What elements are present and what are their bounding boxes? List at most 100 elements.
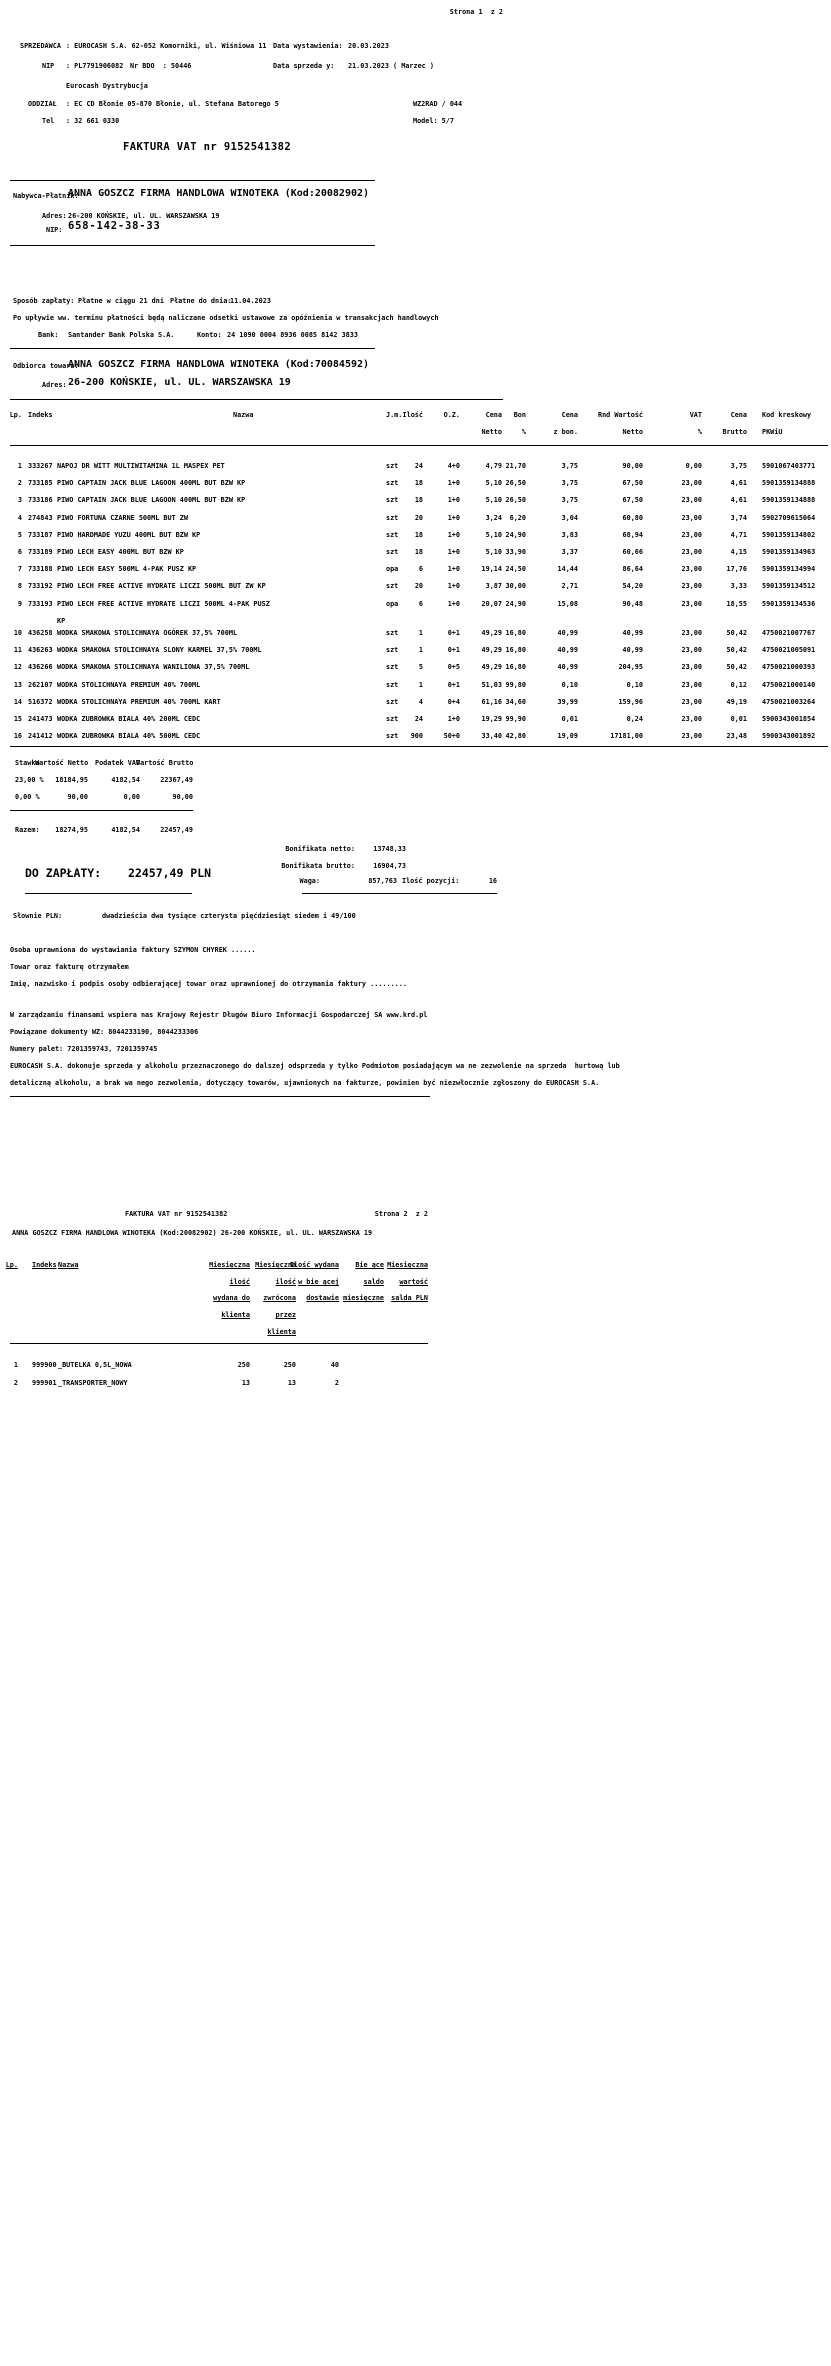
- divider: [10, 746, 828, 747]
- item-oz: 1+0: [447, 513, 460, 522]
- item-vat: 0,00: [685, 462, 702, 470]
- item-qty: 24: [414, 462, 423, 470]
- item-idx: 436258: [28, 629, 53, 637]
- item-cn: 49,29: [481, 629, 502, 637]
- item-wn: 86,64: [622, 565, 643, 574]
- seller-nip-value: : PL7791906082: [66, 62, 124, 70]
- vat-h-netto: Wartość Netto: [35, 759, 89, 767]
- footer-text: Powiązane dokumenty WZ: 8044233190, 8044…: [10, 1028, 199, 1036]
- deposit-col-e: wartość: [399, 1278, 428, 1286]
- buyer-nip: 658-142-38-33: [68, 220, 161, 232]
- item-kod: 5901359134963: [762, 548, 816, 556]
- buyer-addr: 26-200 KOŃSKIE, ul. UL. WARSZAWSKA 19: [68, 212, 220, 220]
- item-kod: 5902709615064: [762, 513, 816, 522]
- item-cb: 49,19: [726, 697, 747, 706]
- item-jm: szt: [386, 697, 399, 706]
- item-bon: 16,80: [505, 629, 526, 637]
- footer-text: Numery palet: 7201359743, 7201359745: [10, 1045, 158, 1053]
- divider: [25, 893, 192, 894]
- vat-summary-row: 23,00 % 18184,95 4182,54 22367,49: [0, 776, 831, 788]
- receiver-addr: 26-200 KOŃSKIE, ul. UL. WARSZAWSKA 19: [68, 377, 291, 388]
- item-lp: 12: [13, 663, 22, 672]
- item-kod: 5901067403771: [762, 462, 816, 470]
- deposit-col-b: ilość: [275, 1278, 296, 1286]
- account-label: Konto:: [197, 331, 222, 339]
- item-row: 6 733189 PIWO LECH EASY 400ML BUT BZW KP sz…: [0, 548, 831, 560]
- item-kod: 4750021005091: [762, 646, 816, 655]
- item-oz: 1+0: [447, 582, 460, 591]
- item-czb: 40,99: [557, 646, 578, 655]
- deposit-col-e: salda PLN: [391, 1294, 428, 1302]
- item-cn: 3,87: [485, 582, 502, 591]
- item-name: WODKA STOLICHNAYA PREMIUM 40% 700ML: [57, 680, 201, 689]
- item-czb: 14,44: [557, 565, 578, 574]
- due-date-label: Płatne do dnia:: [170, 297, 232, 305]
- item-cn: 3,24: [485, 513, 502, 522]
- item-name: WODKA SMAKOWA STOLICHNAYA OGÓREK 37,5% 7…: [57, 629, 238, 637]
- item-wn: 54,20: [622, 582, 643, 591]
- item-name: WODKA SMAKOWA STOLICHNAYA WANILIOWA 37,5…: [57, 663, 250, 672]
- footer-line: Powiązane dokumenty WZ: 8044233190, 8044…: [0, 1028, 831, 1040]
- item-row: 15 241473 WODKA ZUBROWKA BIALA 40% 200ML C…: [0, 715, 831, 727]
- buyer-label: Nabywca-Płatnik:: [13, 192, 79, 200]
- item-bon: 16,80: [505, 663, 526, 672]
- deposit-col-e: Miesięczna: [387, 1261, 428, 1269]
- razem-label: Razem:: [15, 826, 40, 834]
- deposit-col-b: zwrócona: [263, 1294, 296, 1302]
- col-bon: Bon: [513, 411, 526, 419]
- item-cb: 4,61: [730, 496, 747, 505]
- item-name: WODKA ZUBROWKA BIALA 40% 500ML CEDC: [57, 732, 201, 741]
- col-ilosc: Ilość: [402, 411, 423, 419]
- deposit-a: 250: [237, 1361, 250, 1369]
- item-cn: 5,10: [485, 548, 502, 556]
- item-kod: 5901359134512: [762, 582, 816, 591]
- item-vat: 23,00: [681, 548, 702, 556]
- item-cb: 50,42: [726, 629, 747, 637]
- item-idx: 733192: [28, 582, 53, 591]
- item-bon: 99,80: [505, 680, 526, 689]
- item-cb: 0,01: [730, 715, 747, 723]
- receiver-label: Odbiorca towaru:: [13, 362, 79, 370]
- payment-note: Po upływie ww. terminu płatności będą na…: [13, 314, 439, 322]
- divider: [10, 810, 193, 811]
- item-cn: 49,29: [481, 663, 502, 672]
- item-kod: 5900343001892: [762, 732, 816, 741]
- col-pkwiu: PKWiU: [762, 428, 783, 436]
- item-bon: 21,70: [505, 462, 526, 470]
- footer-text: detaliczną alkoholu, a brak wa nego zezw…: [10, 1079, 600, 1087]
- deposit-col-c: w bie ącej: [298, 1278, 339, 1286]
- item-oz: 0+5: [447, 663, 460, 672]
- item-row: 2 733185 PIWO CAPTAIN JACK BLUE LAGOON 400…: [0, 479, 831, 491]
- footer-text: EUROCASH S.A. dokonuje sprzeda y alkohol…: [10, 1062, 620, 1070]
- item-cn: 5,10: [485, 479, 502, 488]
- item-vat: 23,00: [681, 513, 702, 522]
- branch-value: : EC CD Błonie 05-870 Błonie, ul. Stefan…: [66, 100, 279, 108]
- item-idx: 241473: [28, 715, 53, 723]
- deposit-header-line: wydana do zwrócona dostawie miesięczne salda…: [0, 1294, 831, 1306]
- razem-tax: 4182,54: [111, 826, 140, 834]
- item-lp: 2: [17, 479, 22, 488]
- item-czb: 3,04: [561, 513, 578, 522]
- item-vat: 23,00: [681, 496, 702, 505]
- item-kod: 4750021000393: [762, 663, 816, 672]
- vat-netto: 18184,95: [55, 776, 88, 784]
- vat-summary-row: 0,00 % 90,00 0,00 90,00: [0, 793, 831, 805]
- item-qty: 5: [418, 663, 423, 672]
- vat-tax: 4182,54: [111, 776, 140, 784]
- deposit-col-b: Miesięczna: [255, 1261, 296, 1269]
- item-jm: szt: [386, 513, 399, 522]
- item-vat: 23,00: [681, 629, 702, 637]
- footer-line: Osoba uprawniona do wystawiania faktury …: [0, 946, 831, 958]
- due-date: 11.04.2023: [230, 297, 271, 305]
- item-oz: 1+0: [447, 565, 460, 574]
- deposit-col-b: przez: [275, 1311, 296, 1319]
- item-name: WODKA STOLICHNAYA PREMIUM 40% 700ML KART: [57, 697, 221, 706]
- col-cena-brutto-2: Brutto: [722, 428, 747, 436]
- item-oz: 1+0: [447, 496, 460, 505]
- divider: [10, 245, 375, 246]
- item-wn: 90,48: [622, 599, 643, 608]
- razem-netto: 18274,95: [55, 826, 88, 834]
- item-kod: 4750021003264: [762, 697, 816, 706]
- footer-line: detaliczną alkoholu, a brak wa nego zezw…: [0, 1079, 831, 1091]
- item-kod: 4750021000140: [762, 680, 816, 689]
